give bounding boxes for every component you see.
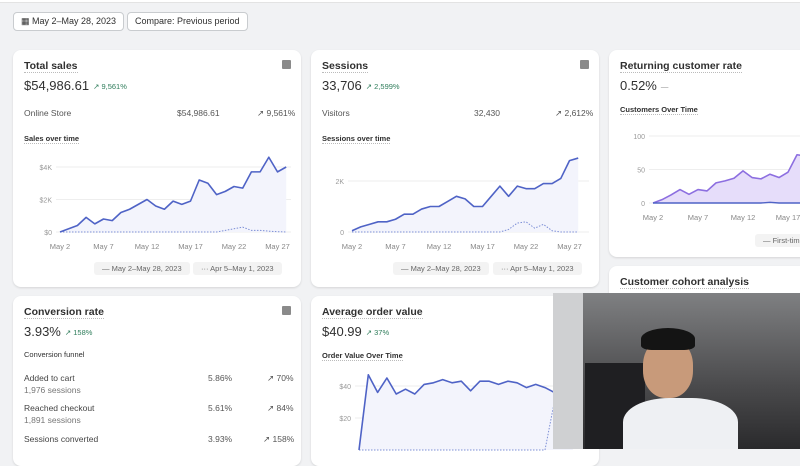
funnel-step-sessions: 1,976 sessions [24, 385, 81, 395]
card-title[interactable]: Returning customer rate [620, 60, 742, 73]
channel-delta: ↗ 2,612% [555, 108, 594, 118]
total-sales-card: Total sales $54,986.61 ↗ 9,561% Online St… [13, 50, 301, 287]
card-title[interactable]: Total sales [24, 60, 78, 73]
card-title[interactable]: Conversion rate [24, 306, 104, 319]
delta-badge: ↗ 2,599% [365, 82, 400, 92]
compare-button[interactable]: Compare: Previous period [127, 12, 248, 31]
x-tick-label: May 12 [427, 242, 452, 251]
x-tick-label: May 12 [135, 242, 160, 251]
funnel-step-delta: ↗ 70% [267, 373, 294, 383]
x-tick-label: May 7 [93, 242, 113, 251]
legend-previous[interactable]: ··· Apr 5–May 1, 2023 [493, 262, 582, 275]
y-tick-label: $4K [40, 165, 53, 172]
returning-customer-card: Returning customer rate 0.52% — Customers… [609, 50, 800, 257]
funnel-step-rate: 5.86% [208, 373, 233, 383]
sessions-card: Sessions 33,706 ↗ 2,599% Visitors 32,430 … [311, 50, 599, 287]
current-series-line [358, 374, 574, 451]
chart-title: Sessions over time [322, 134, 391, 144]
legend-previous[interactable]: ··· Apr 5–May 1, 2023 [193, 262, 282, 275]
metric-value: $40.99 [322, 324, 362, 339]
y-tick-label: 0 [340, 230, 344, 237]
delta-badge: — [660, 82, 669, 92]
returning-series-line [653, 201, 800, 204]
calendar-icon: ▦ [21, 16, 33, 26]
delta-badge: ↗ 158% [64, 328, 93, 338]
funnel-step-label: Added to cart [24, 373, 75, 383]
chart-title: Order Value Over Time [322, 351, 403, 361]
metric-value: 33,706 [322, 78, 362, 93]
sales-chart: $4K $2K $0 May 2 May 7 May 12 May 17 May 22 May … [40, 156, 291, 251]
previous-series-line [60, 226, 287, 233]
y-tick-label: 100 [633, 134, 645, 141]
x-tick-label: May 17 [178, 242, 203, 251]
webcam-overlay [553, 293, 800, 449]
legend-current[interactable]: — May 2–May 28, 2023 [94, 262, 190, 275]
delta-badge: ↗ 9,561% [93, 82, 127, 92]
card-title[interactable]: Average order value [322, 306, 423, 319]
x-tick-label: May 17 [776, 213, 800, 222]
y-tick-label: $0 [44, 230, 52, 237]
y-tick-label: $20 [339, 416, 351, 423]
channel-delta: ↗ 9,561% [257, 108, 296, 118]
funnel-title: Conversion funnel [24, 350, 85, 359]
x-tick-label: May 27 [265, 242, 290, 251]
top-bar [0, 0, 800, 3]
channel-value: $54,986.61 [177, 108, 220, 118]
x-tick-label: May 17 [470, 242, 495, 251]
legend-first-time[interactable]: — First-tim [755, 234, 800, 247]
customers-chart: 100 50 0 May 2 May 7 May 12 May 17 [633, 134, 800, 222]
card-title[interactable]: Customer cohort analysis [620, 276, 749, 289]
series-area [60, 157, 287, 232]
person-shirt [623, 398, 738, 449]
funnel-step-label: Reached checkout [24, 403, 95, 413]
chart-title: Customers Over Time [620, 105, 698, 115]
y-tick-label: 50 [637, 168, 645, 175]
metric-value: 0.52% [620, 78, 657, 93]
series-area [352, 158, 579, 232]
channel-label: Visitors [322, 108, 350, 118]
y-tick-label: $2K [40, 198, 53, 205]
current-series-line [351, 157, 579, 232]
x-tick-label: May 2 [643, 213, 663, 222]
sessions-chart: 2K 0 May 2 May 7 May 12 May 17 May 22 May 27 [335, 157, 589, 251]
funnel-step-delta: ↗ 158% [263, 434, 295, 444]
chart-icon[interactable] [580, 60, 589, 69]
chart-icon[interactable] [282, 60, 291, 69]
x-tick-label: May 2 [342, 242, 362, 251]
funnel-step-rate: 5.61% [208, 403, 233, 413]
channel-value: 32,430 [474, 108, 500, 118]
metric-value: 3.93% [24, 324, 61, 339]
y-tick-label: $40 [339, 384, 351, 391]
x-tick-label: May 12 [731, 213, 756, 222]
legend-current[interactable]: — May 2–May 28, 2023 [393, 262, 489, 275]
funnel-step-rate: 3.93% [208, 434, 233, 444]
date-range-button[interactable]: ▦ May 2–May 28, 2023 [13, 12, 125, 31]
current-series-line [59, 156, 287, 233]
current-series-line [652, 153, 800, 204]
x-tick-label: May 22 [222, 242, 247, 251]
metric-value: $54,986.61 [24, 78, 90, 93]
channel-label: Online Store [24, 108, 72, 118]
series-area [653, 154, 800, 203]
chart-title: Sales over time [24, 134, 80, 144]
funnel-step-delta: ↗ 84% [267, 403, 294, 413]
card-title[interactable]: Sessions [322, 60, 369, 73]
x-tick-label: May 2 [50, 242, 70, 251]
x-tick-label: May 22 [514, 242, 539, 251]
x-tick-label: May 7 [688, 213, 708, 222]
chart-icon[interactable] [282, 306, 291, 315]
x-tick-label: May 7 [385, 242, 405, 251]
delta-badge: ↗ 37% [365, 328, 390, 338]
funnel-step-sessions: 1,891 sessions [24, 415, 81, 425]
conversion-card: Conversion rate 3.93% ↗ 158% Conversion f… [13, 296, 301, 466]
x-tick-label: May 27 [557, 242, 582, 251]
funnel-step-label: Sessions converted [24, 434, 99, 444]
y-tick-label: 2K [335, 179, 344, 186]
y-tick-label: 0 [641, 201, 645, 208]
